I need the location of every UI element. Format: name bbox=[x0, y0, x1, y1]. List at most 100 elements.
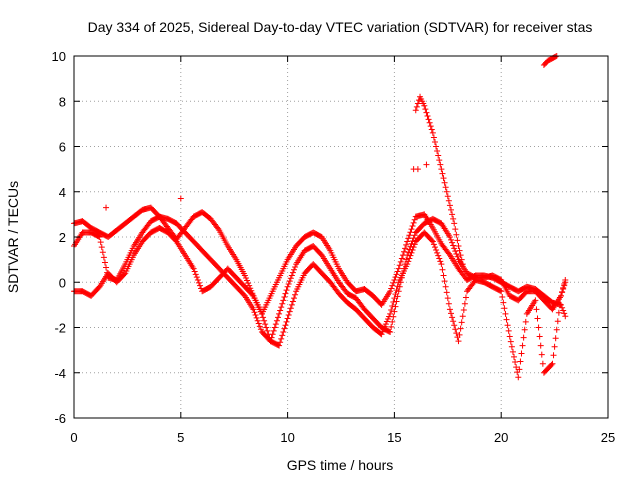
data-point bbox=[562, 313, 569, 320]
data-point bbox=[390, 279, 397, 286]
data-point bbox=[406, 232, 413, 239]
data-point bbox=[421, 102, 428, 109]
data-point bbox=[450, 215, 457, 222]
data-point bbox=[408, 226, 415, 233]
data-point bbox=[264, 327, 271, 334]
y-tick-label: 10 bbox=[52, 49, 66, 64]
data-point bbox=[381, 323, 388, 330]
data-point bbox=[405, 258, 412, 265]
x-tick-label: 15 bbox=[387, 430, 401, 445]
data-point bbox=[511, 353, 518, 360]
data-point bbox=[288, 272, 295, 279]
series-track-3 bbox=[71, 224, 569, 381]
data-point bbox=[503, 316, 510, 323]
data-point bbox=[535, 324, 542, 331]
data-point bbox=[431, 244, 438, 251]
data-point bbox=[401, 248, 408, 255]
x-axis-label: GPS time / hours bbox=[287, 457, 394, 473]
data-point bbox=[280, 297, 287, 304]
data-point bbox=[273, 317, 280, 324]
data-point bbox=[391, 308, 398, 315]
data-point bbox=[254, 317, 261, 324]
data-point bbox=[288, 301, 295, 308]
data-point bbox=[100, 254, 107, 261]
data-point bbox=[455, 243, 462, 250]
data-point bbox=[406, 246, 413, 253]
data-point bbox=[449, 314, 456, 321]
data-point bbox=[497, 287, 504, 294]
data-point bbox=[250, 306, 257, 313]
data-point bbox=[516, 366, 523, 373]
data-point bbox=[388, 323, 395, 330]
data-point bbox=[424, 112, 431, 119]
data-point bbox=[292, 291, 299, 298]
data-point bbox=[440, 175, 447, 182]
data-point bbox=[291, 266, 298, 273]
data-point bbox=[192, 271, 199, 278]
data-point bbox=[444, 193, 451, 200]
data-point bbox=[551, 343, 558, 350]
data-point bbox=[409, 237, 416, 244]
data-point bbox=[276, 342, 283, 349]
data-point bbox=[561, 310, 568, 317]
data-point bbox=[242, 275, 249, 282]
data-point bbox=[98, 244, 105, 251]
data-point bbox=[410, 219, 417, 226]
data-point bbox=[436, 157, 443, 164]
data-point bbox=[284, 315, 291, 322]
data-point bbox=[434, 249, 441, 256]
data-point bbox=[411, 216, 418, 223]
data-point bbox=[260, 314, 267, 321]
data-point bbox=[265, 331, 272, 338]
data-point bbox=[534, 315, 541, 322]
data-point bbox=[414, 100, 421, 107]
data-point bbox=[502, 310, 509, 317]
data-point bbox=[272, 321, 279, 328]
data-point bbox=[550, 352, 557, 359]
data-point bbox=[404, 252, 411, 259]
series-track-top bbox=[540, 53, 560, 69]
data-point bbox=[282, 290, 289, 297]
data-point bbox=[435, 252, 442, 259]
data-point bbox=[448, 310, 455, 317]
data-point bbox=[437, 161, 444, 168]
data-point bbox=[501, 305, 508, 312]
data-point bbox=[253, 314, 260, 321]
data-point bbox=[283, 318, 290, 325]
y-tick-label: -2 bbox=[54, 321, 66, 336]
data-point bbox=[517, 358, 524, 365]
x-tick-label: 0 bbox=[70, 430, 77, 445]
data-point bbox=[392, 274, 399, 281]
data-point bbox=[426, 119, 433, 126]
data-point bbox=[280, 329, 287, 336]
data-point bbox=[533, 306, 540, 313]
data-point bbox=[387, 288, 394, 295]
data-point bbox=[445, 197, 452, 204]
data-point bbox=[286, 308, 293, 315]
data-point bbox=[453, 231, 460, 238]
data-point bbox=[499, 293, 506, 300]
data-point bbox=[277, 339, 284, 346]
data-point bbox=[448, 236, 455, 243]
data-point bbox=[292, 263, 299, 270]
data-point bbox=[521, 326, 528, 333]
series-track-isolated bbox=[103, 161, 430, 211]
data-point bbox=[383, 318, 390, 325]
data-point bbox=[380, 326, 387, 333]
data-point bbox=[285, 280, 292, 287]
x-tick-label: 25 bbox=[601, 430, 615, 445]
ticks: 0 5 10 15 20 25 -6 -4 -2 0 2 4 6 8 10 bbox=[52, 49, 616, 445]
data-point bbox=[456, 247, 463, 254]
data-point bbox=[271, 324, 278, 331]
data-point bbox=[457, 252, 464, 259]
data-point bbox=[410, 235, 417, 242]
data-point bbox=[395, 265, 402, 272]
data-point bbox=[407, 243, 414, 250]
y-tick-label: 0 bbox=[59, 275, 66, 290]
chart-title: Day 334 of 2025, Sidereal Day-to-day VTE… bbox=[88, 19, 593, 35]
x-tick-label: 5 bbox=[177, 430, 184, 445]
data-point bbox=[532, 297, 539, 304]
data-point bbox=[429, 129, 436, 136]
data-point bbox=[284, 283, 291, 290]
